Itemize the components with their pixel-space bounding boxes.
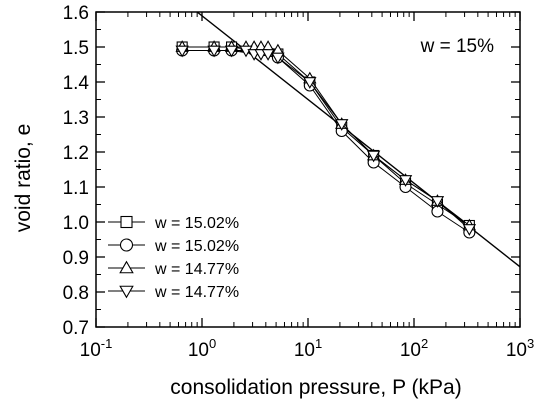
y-axis-label: void ratio, e	[12, 124, 35, 233]
y-tick-label: 1.4	[63, 73, 90, 94]
y-tick-label: 1.1	[63, 178, 89, 199]
legend-label: w = 14.77%	[154, 261, 239, 278]
series-line	[182, 50, 470, 233]
series-1	[176, 41, 475, 232]
y-tick-label: 1.2	[63, 143, 89, 164]
series-4	[175, 45, 477, 236]
triangle-down-marker	[175, 45, 189, 58]
legend: w = 15.02% w = 15.02% w = 14.77% w = 14.77%	[108, 215, 239, 301]
series-2	[176, 44, 476, 239]
circle-marker	[119, 238, 134, 252]
legend-entry: w = 15.02%	[108, 238, 239, 255]
triangle-down-marker	[224, 45, 239, 58]
legend-label: w = 15.02%	[154, 215, 239, 232]
x-tick-label: 102	[400, 336, 428, 361]
triangle-down-marker	[119, 285, 134, 299]
plot-frame	[95, 11, 521, 328]
triangle-down-marker	[207, 45, 221, 58]
y-tick-label: 0.8	[63, 283, 89, 304]
legend-label: w = 15.02%	[154, 238, 239, 255]
square-marker	[120, 215, 133, 229]
triangle-down-marker	[430, 196, 445, 208]
legend-entry: w = 14.77%	[108, 284, 239, 301]
tick-labels-layer: 10-1 100 101 102 103 0.7 0.8 0.9 1.0 1.1 1.2 1.3 1.4…	[63, 3, 535, 361]
x-tick-label: 10-1	[80, 336, 113, 361]
y-tick-label: 0.7	[63, 318, 89, 339]
series-line	[182, 46, 470, 226]
series-3	[175, 40, 477, 231]
triangle-down-marker	[303, 77, 317, 89]
x-tick-label: 100	[188, 336, 216, 361]
triangle-down-marker	[462, 224, 477, 236]
axes-layer	[95, 11, 521, 328]
y-tick-label: 1.3	[63, 108, 89, 129]
triangle-down-marker	[335, 119, 349, 131]
legend-entry: w = 15.02%	[108, 215, 239, 232]
triangle-down-marker	[398, 175, 413, 187]
legend-label: w = 14.77%	[154, 284, 239, 301]
series-line	[182, 50, 470, 230]
series-layer	[175, 40, 477, 239]
triangle-down-marker	[271, 52, 285, 65]
triangle-up-marker	[119, 260, 134, 274]
x-axis-label: consolidation pressure, P (kPa)	[170, 376, 461, 399]
y-tick-label: 1.0	[63, 213, 89, 234]
series-line	[182, 46, 470, 226]
legend-entry: w = 14.77%	[108, 260, 239, 278]
y-tick-label: 0.9	[63, 248, 89, 269]
triangle-down-marker	[261, 49, 275, 61]
y-tick-label: 1.5	[63, 38, 89, 59]
x-tick-label: 103	[506, 336, 534, 361]
x-tick-label: 101	[294, 336, 322, 361]
y-tick-label: 1.6	[63, 3, 89, 24]
triangle-down-marker	[366, 150, 381, 163]
chart-annotation: w = 15%	[420, 36, 495, 57]
